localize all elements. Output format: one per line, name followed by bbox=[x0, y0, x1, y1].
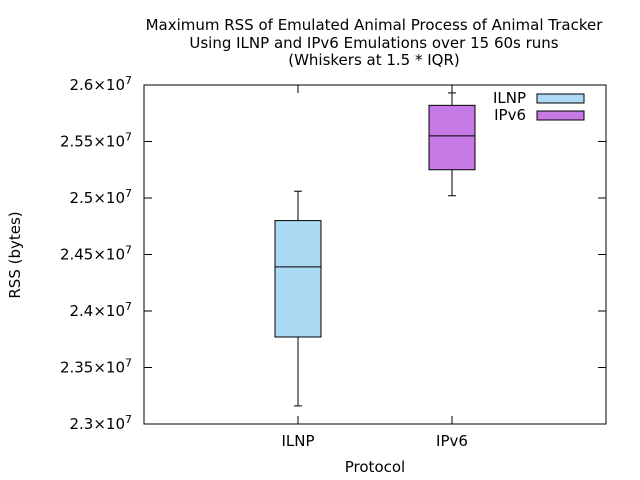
x-axis-label: Protocol bbox=[345, 458, 405, 476]
box-series bbox=[274, 92, 476, 407]
y-tick-label-2: 2.4×107 bbox=[69, 300, 132, 320]
y-tick-label-1: 2.35×107 bbox=[60, 357, 132, 377]
box-ilnp bbox=[274, 220, 322, 338]
legend-swatch-ilnp bbox=[536, 93, 585, 104]
y-tick-label-0: 2.3×107 bbox=[69, 413, 132, 433]
legend-label-ipv6: IPv6 bbox=[494, 106, 526, 124]
y-axis: 2.3×107 2.35×107 2.4×107 2.45×107 2.5×107 2.5… bbox=[60, 74, 606, 433]
legend-swatch-ipv6 bbox=[536, 110, 585, 121]
y-tick-label-3: 2.45×107 bbox=[60, 244, 132, 264]
x-tick-label-0: ILNP bbox=[281, 432, 314, 450]
x-axis: ILNP IPv6 bbox=[281, 85, 468, 450]
chart-title-line3: (Whiskers at 1.5 * IQR) bbox=[288, 51, 460, 69]
legend-label-ilnp: ILNP bbox=[493, 89, 526, 107]
y-tick-label-6: 2.6×107 bbox=[69, 74, 132, 94]
plot-frame bbox=[143, 84, 607, 425]
x-tick-label-1: IPv6 bbox=[436, 432, 468, 450]
y-tick-label-4: 2.5×107 bbox=[69, 187, 132, 207]
chart-title-line1: Maximum RSS of Emulated Animal Process o… bbox=[146, 16, 604, 34]
chart-title-line2: Using ILNP and IPv6 Emulations over 15 6… bbox=[189, 34, 558, 52]
y-tick-label-5: 2.55×107 bbox=[60, 131, 132, 151]
y-axis-label: RSS (bytes) bbox=[6, 211, 24, 298]
box-ipv6 bbox=[428, 104, 476, 171]
